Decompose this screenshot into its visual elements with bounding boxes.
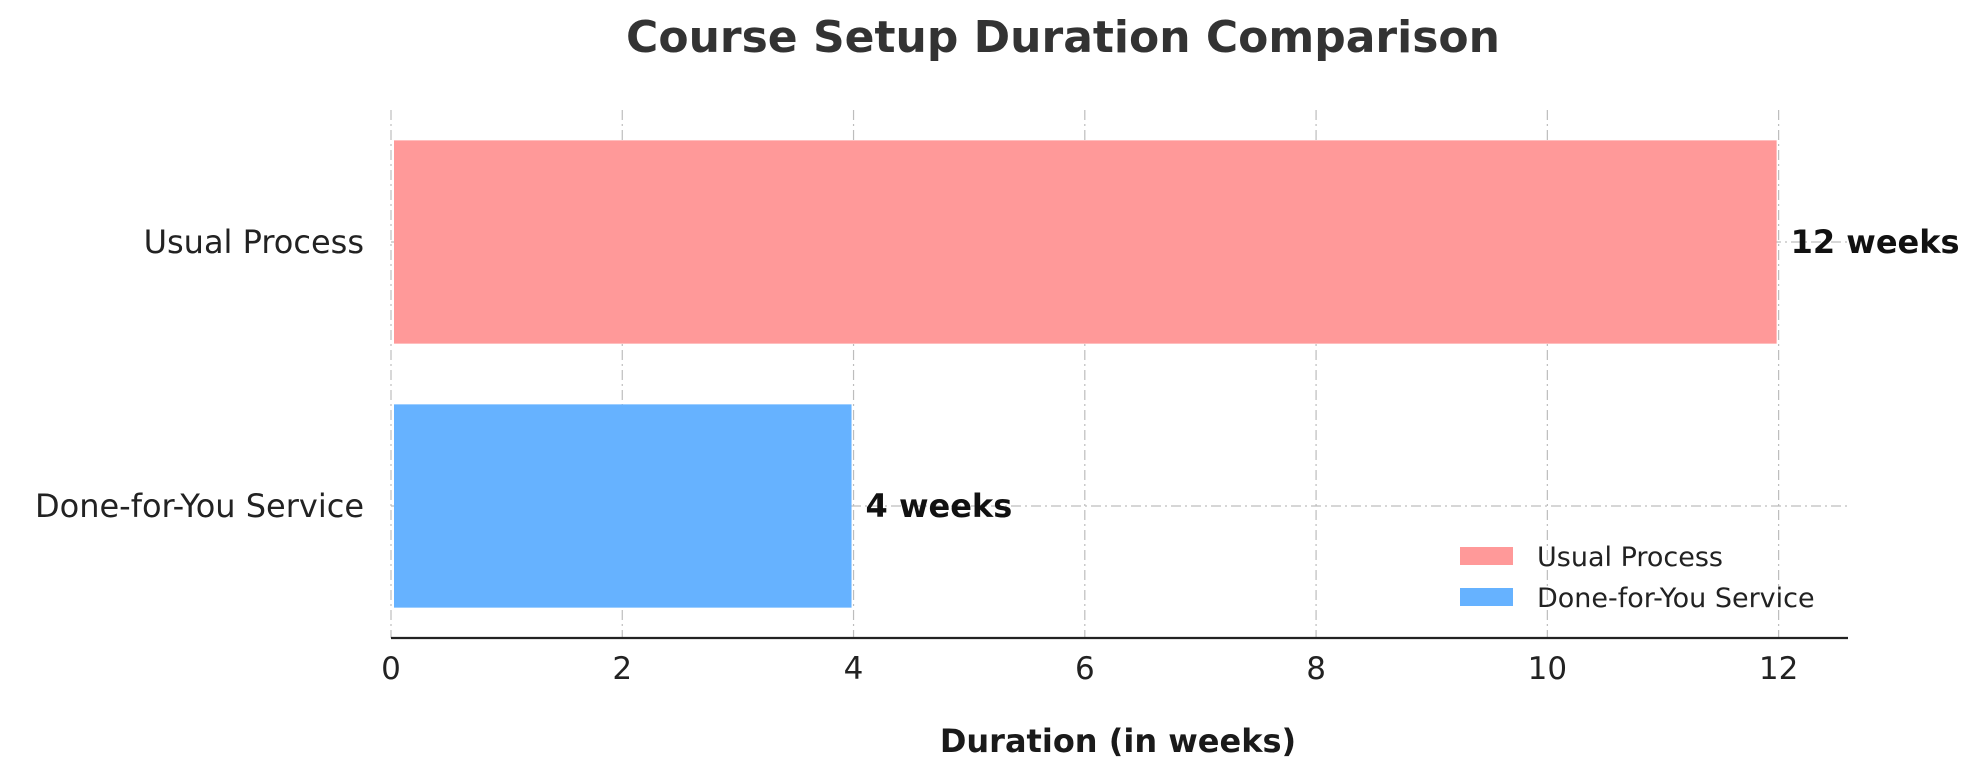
x-tick-label: 12 [1759, 651, 1798, 687]
data-label: 12 weeks [1791, 223, 1960, 261]
category-label: Usual Process [144, 223, 364, 261]
x-tick-label: 2 [612, 651, 632, 687]
legend: Usual Process Done-for-You Service [1460, 542, 1815, 614]
x-tick-label: 10 [1528, 651, 1567, 687]
bars [394, 140, 1777, 608]
x-tick-label: 6 [1075, 651, 1095, 687]
legend-label: Usual Process [1537, 542, 1723, 573]
x-tick-label: 8 [1306, 651, 1326, 687]
x-tick-label: 4 [844, 651, 864, 687]
bar [394, 404, 852, 608]
bar [394, 140, 1777, 344]
x-axis-label: Duration (in weeks) [940, 722, 1296, 760]
category-labels: Usual Process Done-for-You Service [35, 223, 364, 525]
legend-label: Done-for-You Service [1537, 583, 1815, 614]
legend-swatch [1460, 588, 1513, 606]
chart-title: Course Setup Duration Comparison [626, 12, 1500, 63]
x-tick-labels: 0 2 4 6 8 10 12 [381, 651, 1798, 687]
category-label: Done-for-You Service [35, 487, 364, 525]
data-labels: 12 weeks 4 weeks [866, 223, 1960, 525]
x-tick-label: 0 [381, 651, 401, 687]
data-label: 4 weeks [866, 487, 1013, 525]
legend-swatch [1460, 547, 1513, 565]
